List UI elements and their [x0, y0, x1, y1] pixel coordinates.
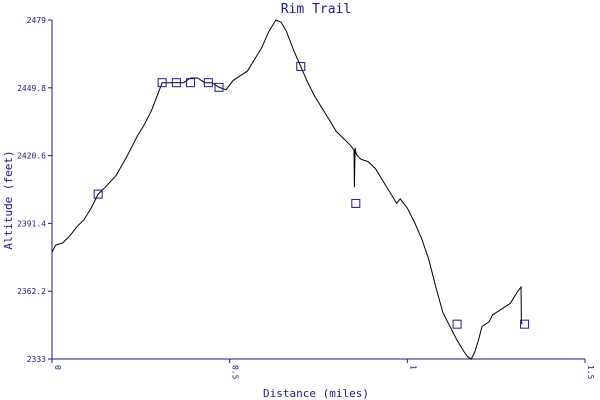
x-tick-label: 0.5: [231, 365, 240, 380]
waypoint-marker: [203, 78, 213, 88]
x-tick-label: 1.5: [586, 365, 595, 380]
y-axis-label: Altitude (feet): [2, 150, 15, 249]
y-tick-label: 2362.2: [17, 287, 46, 296]
waypoint-markers: [93, 61, 530, 329]
y-tick-label: 2391.4: [17, 219, 46, 228]
y-tick-label: 2479: [27, 16, 46, 25]
x-axis-ticks: 0 0.5 1 1.5: [51, 359, 595, 380]
x-tick-label: 1: [408, 365, 417, 370]
altitude-profile-line: [51, 19, 523, 360]
y-tick-label: 2420.6: [17, 152, 46, 161]
x-tick-label: 0: [53, 365, 62, 370]
y-tick-label: 2333: [27, 355, 46, 364]
altitude-series: [51, 19, 523, 360]
y-tick-label: 2449.8: [17, 84, 46, 93]
waypoint-marker: [296, 61, 306, 71]
y-axis-ticks: 2333 2362.2 2391.4 2420.6 2449.8 2479: [17, 16, 52, 364]
waypoint-marker: [157, 78, 167, 88]
waypoint-marker: [93, 189, 103, 199]
waypoint-marker: [214, 82, 224, 92]
x-axis-label: Distance (miles): [263, 387, 369, 400]
waypoint-marker: [520, 319, 530, 329]
waypoint-marker: [186, 78, 196, 88]
chart-title: Rim Trail: [281, 2, 351, 17]
waypoint-marker: [351, 198, 361, 208]
waypoint-marker: [452, 319, 462, 329]
waypoint-marker: [171, 78, 181, 88]
